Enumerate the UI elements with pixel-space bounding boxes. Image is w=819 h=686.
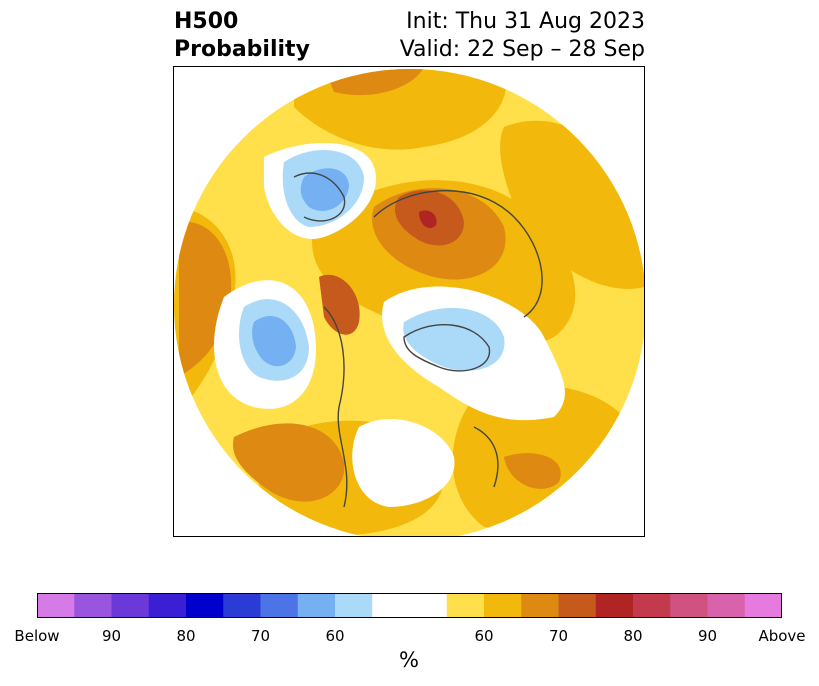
colorbar-tick-label: 60 [325,627,345,645]
colorbar-swatch [74,593,112,618]
colorbar-swatch [558,593,597,618]
colorbar-tick-label: 70 [548,627,569,645]
colorbar-swatch [148,593,187,618]
colorbar-swatch [707,593,746,618]
colorbar-swatch [633,593,671,618]
colorbar-tick-label: 80 [623,627,643,645]
colorbar-tick-label: Above [758,627,806,645]
colorbar-swatch [446,593,485,618]
coastlines [293,172,543,508]
colorbar-swatch [521,593,559,618]
colorbar-tick-label: 70 [250,627,271,645]
colorbar-tick-label: 60 [474,627,494,645]
colorbar-border [37,593,782,618]
colorbar-tick-label: 80 [176,627,196,645]
title-left: H500 Probability [174,8,310,64]
colorbar-tick-label: 90 [101,627,122,645]
field-above-90-arctic [419,210,437,229]
field-below-60-europe [300,168,349,211]
colorbar-swatch [484,593,522,618]
colorbar-swatch [335,593,373,618]
probability-map [174,69,644,536]
field-neutral-conus [352,418,455,507]
colorbar-swatch [223,593,261,618]
colorbar-swatch [372,593,448,618]
title-variable: H500 [174,9,239,34]
field-above-70-atlantic-east [504,453,561,489]
colorbar-swatch [744,593,782,618]
colorbar [37,593,782,618]
field-below-50-greenland [403,307,505,371]
colorbar-swatch [260,593,299,618]
colorbar-swatch [37,593,75,618]
colorbar-swatch [670,593,708,618]
colorbar-unit-label: % [399,648,419,672]
title-valid: Valid: 22 Sep – 28 Sep [399,37,645,62]
field-above-70-west [179,221,232,377]
colorbar-tick-label: Below [14,627,60,645]
colorbar-swatch [297,593,336,618]
colorbar-swatch [111,593,150,618]
map-panel [173,66,645,537]
field-below-60-pacific [252,316,296,367]
colorbar-swatch [186,593,224,618]
title-quantity: Probability [174,37,310,62]
title-init: Init: Thu 31 Aug 2023 [406,9,645,34]
field-above-80-pacific-rim [319,274,360,335]
colorbar-tick-label: 90 [697,627,718,645]
field-above-70-atlantic [233,423,345,502]
title-right: Init: Thu 31 Aug 2023 Valid: 22 Sep – 28… [400,8,645,64]
map-field [174,69,644,536]
colorbar-swatch [595,593,634,618]
